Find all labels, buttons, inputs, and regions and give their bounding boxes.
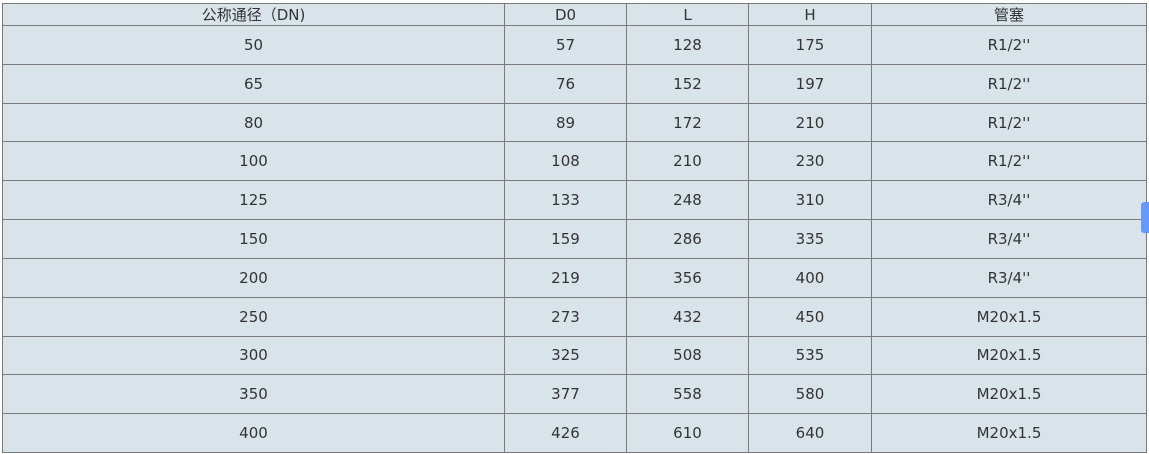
table-cell: 335 — [748, 219, 872, 259]
table-cell: 250 — [2, 296, 505, 337]
table-cell: 300 — [2, 335, 505, 376]
table-cell: 400 — [2, 413, 505, 453]
table-row: 150 159 286 335 R3/4'' — [2, 219, 1147, 259]
table-row: 350 377 558 580 M20x1.5 — [2, 374, 1147, 415]
table-cell: 152 — [626, 63, 749, 104]
table-row: 80 89 172 210 R1/2'' — [2, 102, 1147, 143]
table-cell: 108 — [504, 141, 627, 182]
table-cell: 400 — [748, 257, 872, 298]
table-cell: 325 — [504, 335, 627, 376]
table-cell: M20x1.5 — [871, 374, 1147, 415]
table-cell: 558 — [626, 374, 749, 415]
table-cell: R3/4'' — [871, 257, 1147, 298]
table-cell: 508 — [626, 335, 749, 376]
table-cell: 640 — [748, 413, 872, 453]
table-cell: 200 — [2, 257, 505, 298]
table-cell: M20x1.5 — [871, 413, 1147, 453]
table-cell: 286 — [626, 219, 749, 259]
table-cell: 57 — [504, 25, 627, 65]
dimensions-table: 公称通径（DN) D0 L H 管塞 50 57 128 175 R1/2'' 65 76 152 19… — [2, 3, 1147, 453]
column-header: 管塞 — [871, 3, 1147, 26]
table-row: 200 219 356 400 R3/4'' — [2, 257, 1147, 298]
table-cell: M20x1.5 — [871, 335, 1147, 376]
table-cell: 197 — [748, 63, 872, 104]
table-row: 65 76 152 197 R1/2'' — [2, 63, 1147, 104]
table-cell: 580 — [748, 374, 872, 415]
table-cell: 80 — [2, 102, 505, 143]
table-cell: 248 — [626, 180, 749, 221]
table-cell: R1/2'' — [871, 141, 1147, 182]
table-row: 400 426 610 640 M20x1.5 — [2, 413, 1147, 453]
column-header: D0 — [504, 3, 627, 26]
table-cell: 535 — [748, 335, 872, 376]
table-cell: 377 — [504, 374, 627, 415]
table-cell: R3/4'' — [871, 180, 1147, 221]
table-cell: 159 — [504, 219, 627, 259]
table-row: 125 133 248 310 R3/4'' — [2, 180, 1147, 221]
table-cell: 172 — [626, 102, 749, 143]
table-cell: 89 — [504, 102, 627, 143]
table-cell: 175 — [748, 25, 872, 65]
table-cell: 273 — [504, 296, 627, 337]
table-row: 300 325 508 535 M20x1.5 — [2, 335, 1147, 376]
column-header: 公称通径（DN) — [2, 3, 505, 26]
table-cell: 65 — [2, 63, 505, 104]
table-cell: 610 — [626, 413, 749, 453]
side-feedback-tab[interactable] — [1141, 202, 1149, 233]
table-cell: 210 — [626, 141, 749, 182]
table-cell: 350 — [2, 374, 505, 415]
column-header: H — [748, 3, 872, 26]
table-cell: M20x1.5 — [871, 296, 1147, 337]
table-cell: 100 — [2, 141, 505, 182]
table-cell: 310 — [748, 180, 872, 221]
table-cell: 450 — [748, 296, 872, 337]
header-row: 公称通径（DN) D0 L H 管塞 — [2, 3, 1147, 26]
table-cell: 125 — [2, 180, 505, 221]
table-cell: 432 — [626, 296, 749, 337]
column-header: L — [626, 3, 749, 26]
table-cell: 133 — [504, 180, 627, 221]
table-cell: R1/2'' — [871, 102, 1147, 143]
table-cell: 426 — [504, 413, 627, 453]
table-cell: 356 — [626, 257, 749, 298]
table-cell: 150 — [2, 219, 505, 259]
table-cell: 50 — [2, 25, 505, 65]
table-row: 250 273 432 450 M20x1.5 — [2, 296, 1147, 337]
table-row: 100 108 210 230 R1/2'' — [2, 141, 1147, 182]
table-cell: 128 — [626, 25, 749, 65]
table-cell: 210 — [748, 102, 872, 143]
table-cell: 76 — [504, 63, 627, 104]
table-cell: R3/4'' — [871, 219, 1147, 259]
table-cell: R1/2'' — [871, 25, 1147, 65]
table-cell: 230 — [748, 141, 872, 182]
table-cell: 219 — [504, 257, 627, 298]
table-cell: R1/2'' — [871, 63, 1147, 104]
table-row: 50 57 128 175 R1/2'' — [2, 25, 1147, 65]
